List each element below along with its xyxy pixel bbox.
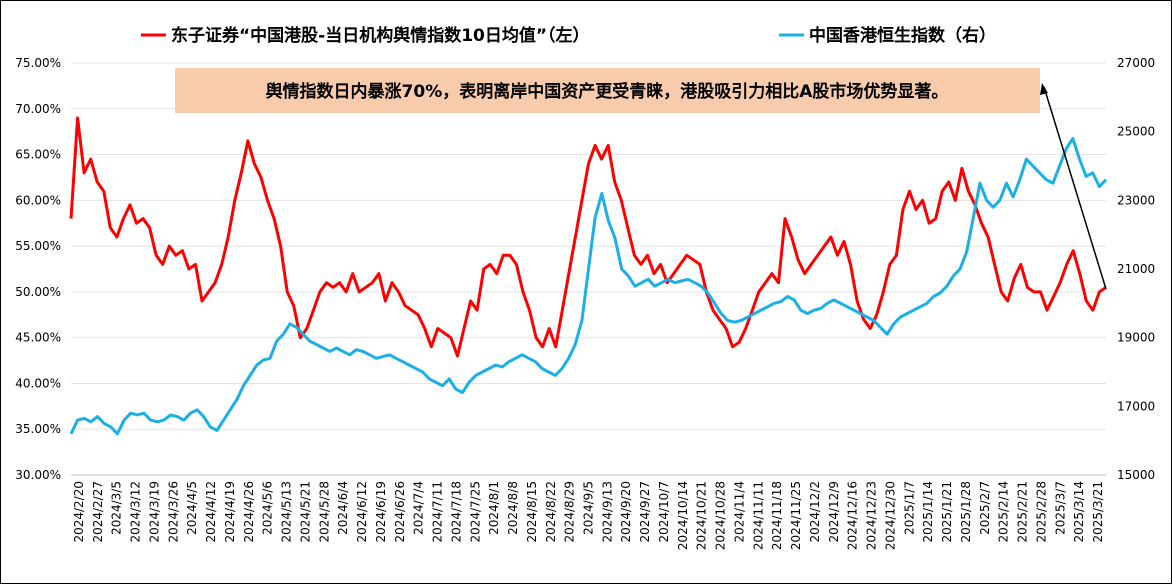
x-tick-label: 2024/11/18	[770, 481, 784, 550]
left-tick-label: 40.00%	[15, 376, 61, 390]
x-tick-label: 2024/7/25	[468, 481, 482, 543]
x-tick-label: 2024/10/7	[657, 481, 671, 543]
x-tick-label: 2024/9/20	[619, 481, 633, 543]
series-layer	[69, 116, 1108, 436]
left-tick-label: 55.00%	[15, 239, 61, 253]
x-tick-label: 2025/1/21	[940, 481, 954, 543]
x-tick-label: 2024/6/12	[355, 481, 369, 543]
left-tick-label: 65.00%	[15, 148, 61, 162]
x-tick-label: 2024/12/23	[865, 481, 879, 550]
annotation-arrow	[1043, 86, 1107, 290]
x-tick-label: 2024/8/8	[506, 481, 520, 535]
x-tick-label: 2024/12/16	[846, 481, 860, 550]
x-tick-label: 2024/6/26	[393, 481, 407, 543]
x-tick-label: 2025/2/7	[978, 481, 992, 535]
x-tick-label: 2024/8/1	[487, 481, 501, 535]
x-tick-label: 2024/4/19	[223, 481, 237, 543]
x-tick-label: 2024/7/18	[449, 481, 463, 543]
right-tick-label: 21000	[1117, 262, 1155, 276]
x-tick-label: 2024/9/27	[638, 481, 652, 543]
x-axis: 2024/2/20 2024/2/27 2024/3/5 2024/3/12 2024/…	[72, 481, 1105, 550]
x-tick-label: 2024/6/19	[374, 481, 388, 543]
x-tick-label: 2025/2/21	[1016, 481, 1030, 543]
x-tick-label: 2024/10/14	[676, 481, 690, 550]
x-tick-label: 2025/2/14	[997, 481, 1011, 543]
series-line-2	[69, 137, 1108, 436]
x-tick-label: 2025/2/28	[1034, 481, 1048, 543]
left-axis: 30.00% 35.00% 40.00% 45.00% 50.00% 55.00% 60.0…	[15, 56, 61, 482]
x-tick-label: 2024/11/11	[751, 481, 765, 550]
x-tick-label: 2024/5/28	[317, 481, 331, 543]
left-tick-label: 45.00%	[15, 331, 61, 345]
x-tick-label: 2025/1/7	[902, 481, 916, 535]
x-tick-label: 2024/10/28	[714, 481, 728, 550]
x-tick-label: 2024/7/4	[412, 481, 426, 535]
right-tick-label: 27000	[1117, 56, 1155, 70]
x-tick-label: 2024/3/5	[110, 481, 124, 535]
x-tick-label: 2024/3/19	[147, 481, 161, 543]
x-tick-label: 2024/8/29	[563, 481, 577, 543]
legend-label-series-2: 中国香港恒生指数（右）	[809, 25, 996, 46]
left-tick-label: 35.00%	[15, 422, 61, 436]
left-tick-label: 50.00%	[15, 285, 61, 299]
x-tick-label: 2024/8/15	[525, 481, 539, 543]
x-tick-label: 2025/3/14	[1072, 481, 1086, 543]
left-tick-label: 75.00%	[15, 56, 61, 70]
x-tick-label: 2024/11/4	[732, 481, 746, 543]
right-tick-label: 23000	[1117, 193, 1155, 207]
right-tick-label: 15000	[1117, 468, 1155, 482]
x-tick-label: 2024/8/22	[544, 481, 558, 543]
x-tick-label: 2024/6/4	[336, 481, 350, 535]
x-tick-label: 2024/9/5	[582, 481, 596, 535]
x-tick-label: 2024/9/13	[600, 481, 614, 543]
x-tick-label: 2024/5/21	[298, 481, 312, 543]
x-tick-label: 2024/3/12	[129, 481, 143, 543]
x-tick-label: 2025/3/21	[1091, 481, 1105, 543]
right-tick-label: 25000	[1117, 125, 1155, 139]
x-tick-label: 2024/5/13	[280, 481, 294, 543]
annotation-text: 舆情指数日内暴涨70%，表明离岸中国资产更受青睐，港股吸引力相比A股市场优势显著…	[266, 81, 949, 102]
annotation-box	[175, 68, 1040, 113]
x-tick-label: 2024/12/30	[883, 481, 897, 550]
x-tick-label: 2024/7/11	[431, 481, 445, 543]
x-tick-label: 2024/11/25	[789, 481, 803, 550]
x-tick-label: 2025/3/7	[1053, 481, 1067, 535]
x-tick-label: 2024/2/27	[91, 481, 105, 543]
x-tick-label: 2024/5/6	[261, 481, 275, 535]
x-tick-label: 2024/3/26	[166, 481, 180, 543]
annotation: 舆情指数日内暴涨70%，表明离岸中国资产更受青睐，港股吸引力相比A股市场优势显著…	[175, 68, 1107, 290]
x-tick-label: 2024/4/12	[204, 481, 218, 543]
legend-label-series-1: 东子证券“中国港股-当日机构舆情指数10日均值”（左）	[171, 25, 590, 46]
x-tick-label: 2024/4/5	[185, 481, 199, 535]
right-axis: 15000 17000 19000 21000 23000 25000 27000	[1117, 56, 1155, 482]
series-line-1	[69, 116, 1107, 358]
x-tick-label: 2024/2/20	[72, 481, 86, 543]
x-tick-label: 2024/12/2	[808, 481, 822, 543]
left-tick-label: 70.00%	[15, 102, 61, 116]
legend: 东子证券“中国港股-当日机构舆情指数10日均值”（左） 中国香港恒生指数（右）	[141, 25, 996, 46]
right-tick-label: 17000	[1117, 399, 1155, 413]
x-tick-label: 2025/1/28	[959, 481, 973, 543]
annotation-arrowhead	[1040, 83, 1048, 95]
left-tick-label: 60.00%	[15, 193, 61, 207]
x-tick-label: 2024/10/21	[695, 481, 709, 550]
x-tick-label: 2024/12/9	[827, 481, 841, 543]
left-tick-label: 30.00%	[15, 468, 61, 482]
right-tick-label: 19000	[1117, 331, 1155, 345]
x-tick-label: 2024/4/26	[242, 481, 256, 543]
x-tick-label: 2025/1/14	[921, 481, 935, 543]
